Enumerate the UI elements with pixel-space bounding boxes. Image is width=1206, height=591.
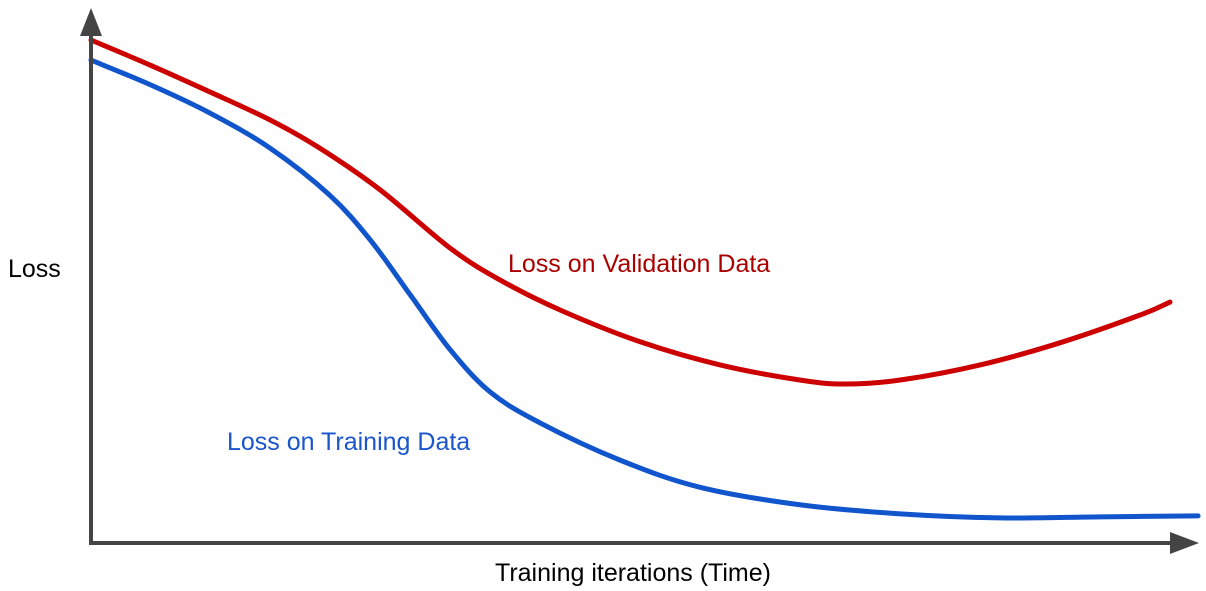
training-series-label: Loss on Training Data [227, 428, 470, 456]
training-loss-line [88, 57, 1201, 521]
y-axis-arrow [80, 8, 102, 36]
validation-loss-line [88, 37, 1173, 387]
x-axis-label: Training iterations (Time) [495, 559, 771, 587]
series-layer [88, 37, 1201, 521]
x-axis-arrow [1170, 532, 1199, 554]
validation-series-label: Loss on Validation Data [508, 250, 770, 278]
y-axis-label: Loss [8, 255, 61, 283]
